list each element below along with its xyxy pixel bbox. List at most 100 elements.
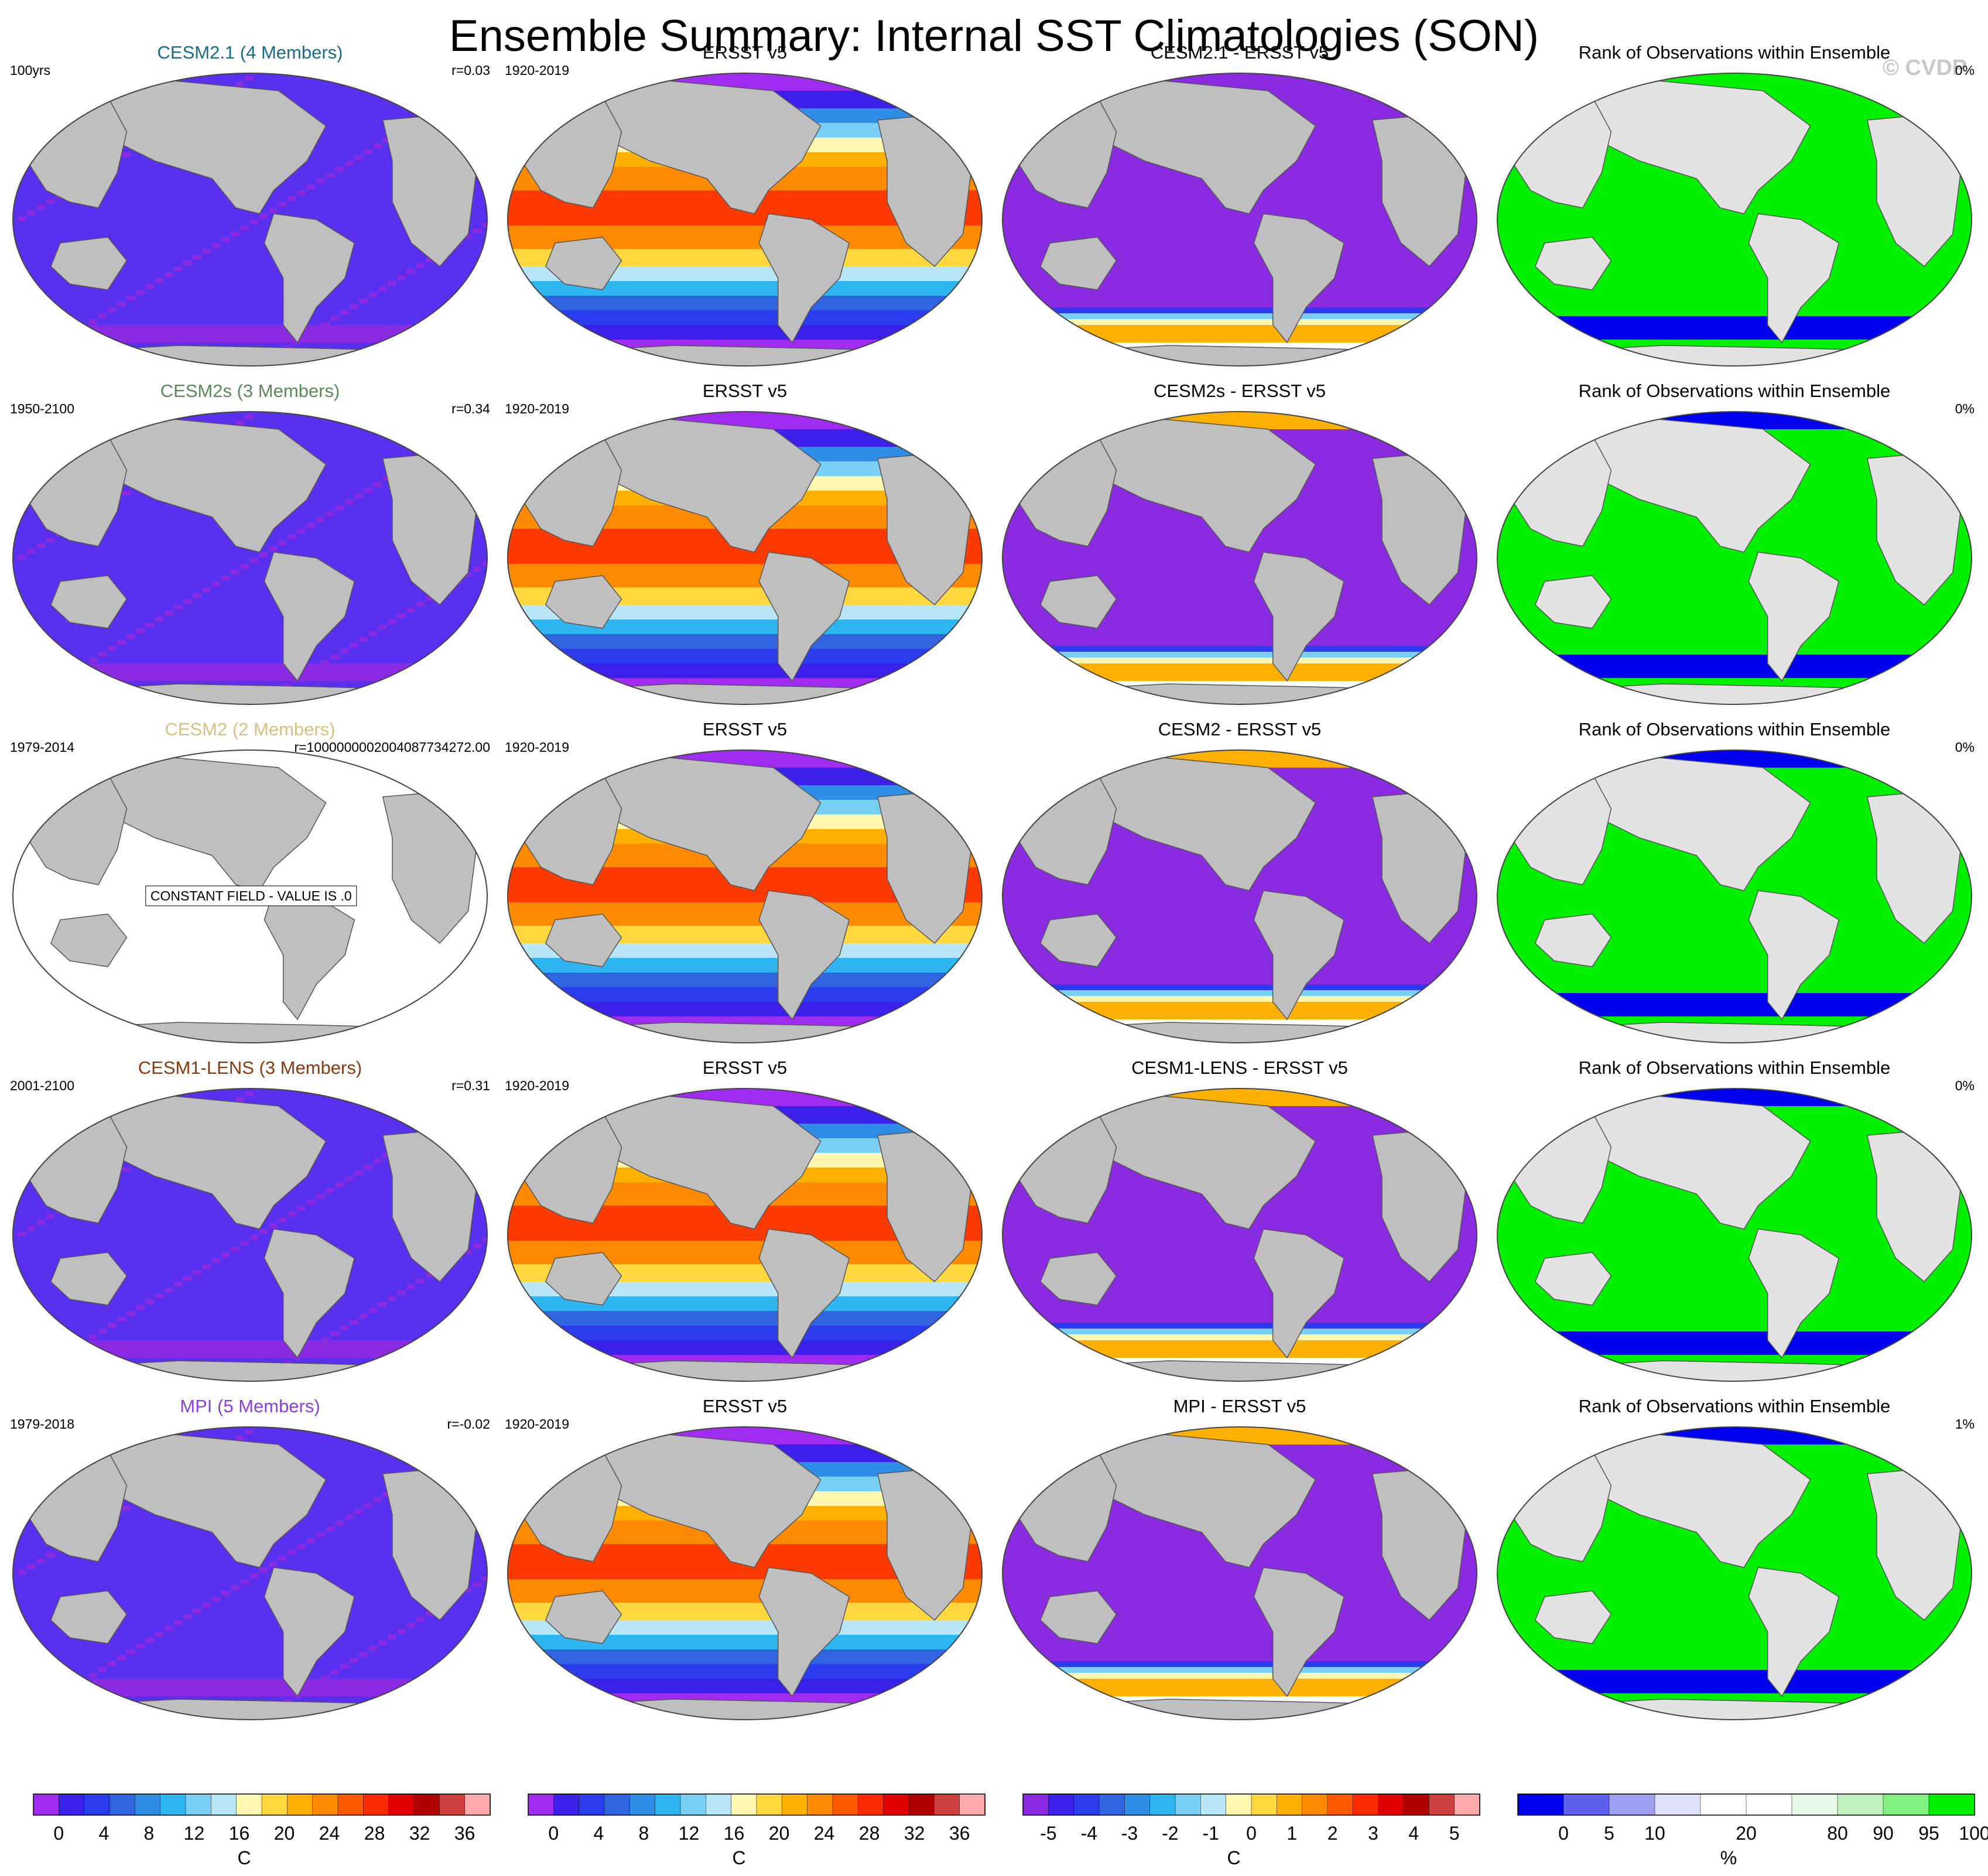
field-speckle — [477, 1094, 486, 1099]
colorbar-swatch — [655, 1793, 681, 1816]
field-speckle — [449, 435, 458, 440]
field-speckle — [425, 596, 434, 601]
map-outline — [1497, 1426, 1972, 1720]
southern-anomaly — [1002, 1679, 1477, 1696]
map-panel: CESM1-LENS (3 Members) 2001-2100 r=0.31 — [10, 1057, 490, 1382]
land-mass — [70, 1699, 430, 1720]
field-speckle — [449, 435, 458, 440]
colorbar-tick-label: -5 — [1040, 1823, 1056, 1844]
land-mass — [545, 237, 622, 290]
field-speckle — [122, 491, 131, 495]
colorbar-tick-label: 80 — [1827, 1823, 1848, 1844]
colorbar-swatch — [1277, 1793, 1303, 1816]
field-speckle — [32, 1370, 40, 1374]
field-speckle — [430, 108, 439, 113]
land-mass — [1059, 1360, 1420, 1381]
southern-anomaly-edge — [1002, 990, 1477, 996]
field-speckle — [449, 97, 458, 101]
field-speckle — [165, 1288, 173, 1292]
colorbar-tick-label: 36 — [949, 1823, 970, 1844]
colorbar-swatch — [883, 1793, 909, 1816]
land-mass — [1534, 1590, 1612, 1644]
colorbar-swatch — [553, 1793, 580, 1816]
panel-title: Rank of Observations within Ensemble — [1579, 1057, 1890, 1078]
field-speckle — [468, 85, 477, 90]
field-speckle — [245, 76, 254, 81]
field-speckle — [350, 304, 358, 309]
field-speckle — [165, 1626, 173, 1631]
field-speckle — [368, 1646, 377, 1651]
land-mass — [50, 575, 128, 629]
land-mass — [1039, 237, 1117, 290]
field-speckle — [326, 173, 334, 177]
map-panel: Rank of Observations within Ensemble 1% — [1497, 1396, 1975, 1720]
panel-title: CESM2.1 - ERSST v5 — [1151, 42, 1329, 63]
field-speckle — [477, 1433, 486, 1437]
field-speckle — [22, 1375, 31, 1380]
colorbar-swatch — [185, 1793, 212, 1816]
panel-title: Rank of Observations within Ensemble — [1579, 381, 1890, 401]
field-speckle — [32, 1708, 40, 1713]
colorbar-frame — [1022, 1793, 1480, 1816]
field-speckle — [41, 1702, 50, 1707]
field-speckle — [231, 231, 239, 236]
field-speckle — [473, 228, 481, 233]
constant-field-note: CONSTANT FIELD - VALUE IS .0 — [150, 888, 352, 903]
field-speckle — [108, 1323, 116, 1327]
field-speckle — [108, 646, 116, 651]
field-speckle — [193, 255, 201, 259]
field-speckle — [458, 91, 467, 95]
field-speckle — [354, 1509, 363, 1514]
map-outline — [1002, 73, 1477, 367]
field-speckle — [174, 266, 183, 271]
land-mass — [1554, 345, 1915, 366]
southern-anomaly-edge — [1002, 1673, 1477, 1679]
sst-band — [508, 634, 982, 649]
field-speckle — [36, 1220, 45, 1225]
colorbar-swatch — [1099, 1793, 1125, 1816]
field-speckle — [245, 415, 254, 419]
field-speckle — [430, 108, 439, 113]
field-speckle — [145, 1299, 154, 1304]
field-speckle — [477, 1433, 486, 1437]
field-speckle — [373, 1497, 382, 1502]
map-panel: MPI - ERSST v5 — [1002, 1396, 1477, 1720]
colorbar-swatch — [33, 1793, 60, 1816]
field-speckle — [240, 225, 249, 230]
colorbar-swatch — [528, 1793, 555, 1816]
land-mass — [50, 913, 128, 967]
colorbar-swatch — [731, 1793, 757, 1816]
field-speckle — [235, 420, 244, 425]
field-speckle — [231, 570, 239, 574]
colorbar-tick-label: 5 — [1449, 1823, 1460, 1844]
map-outline — [1002, 411, 1477, 705]
southern-anomaly — [1002, 1340, 1477, 1358]
field-speckle — [32, 1708, 40, 1713]
colorbar-swatch — [312, 1793, 338, 1816]
land-mass — [264, 890, 355, 1021]
field-speckle — [27, 211, 36, 215]
field-speckle — [98, 1329, 107, 1333]
field-speckle — [32, 1708, 40, 1713]
field-speckle — [32, 354, 40, 359]
field-speckle — [22, 699, 31, 703]
field-speckle — [126, 1311, 135, 1316]
field-speckle — [70, 331, 78, 336]
field-speckle — [60, 337, 69, 341]
colorbar: 0 5 10 20 80 90 95 100% — [1517, 1793, 1988, 1868]
map-panel: CESM2 (2 Members) 1979-2014 r=100000000200… — [10, 719, 490, 1043]
land-mass — [1253, 213, 1345, 344]
colorbar-swatch — [807, 1793, 833, 1816]
field-speckle — [245, 1091, 254, 1096]
field-speckle — [50, 681, 59, 686]
field-speckle — [468, 85, 477, 90]
field-speckle — [430, 1462, 439, 1467]
field-speckle — [70, 669, 78, 674]
land-mass — [264, 1567, 355, 1697]
field-speckle — [440, 1456, 448, 1461]
map-field — [13, 750, 487, 1043]
colorbar-swatch — [1353, 1793, 1379, 1816]
colorbar-swatch — [1791, 1793, 1838, 1816]
period-label: 1920-2019 — [505, 740, 569, 755]
field-speckle — [354, 1170, 363, 1175]
